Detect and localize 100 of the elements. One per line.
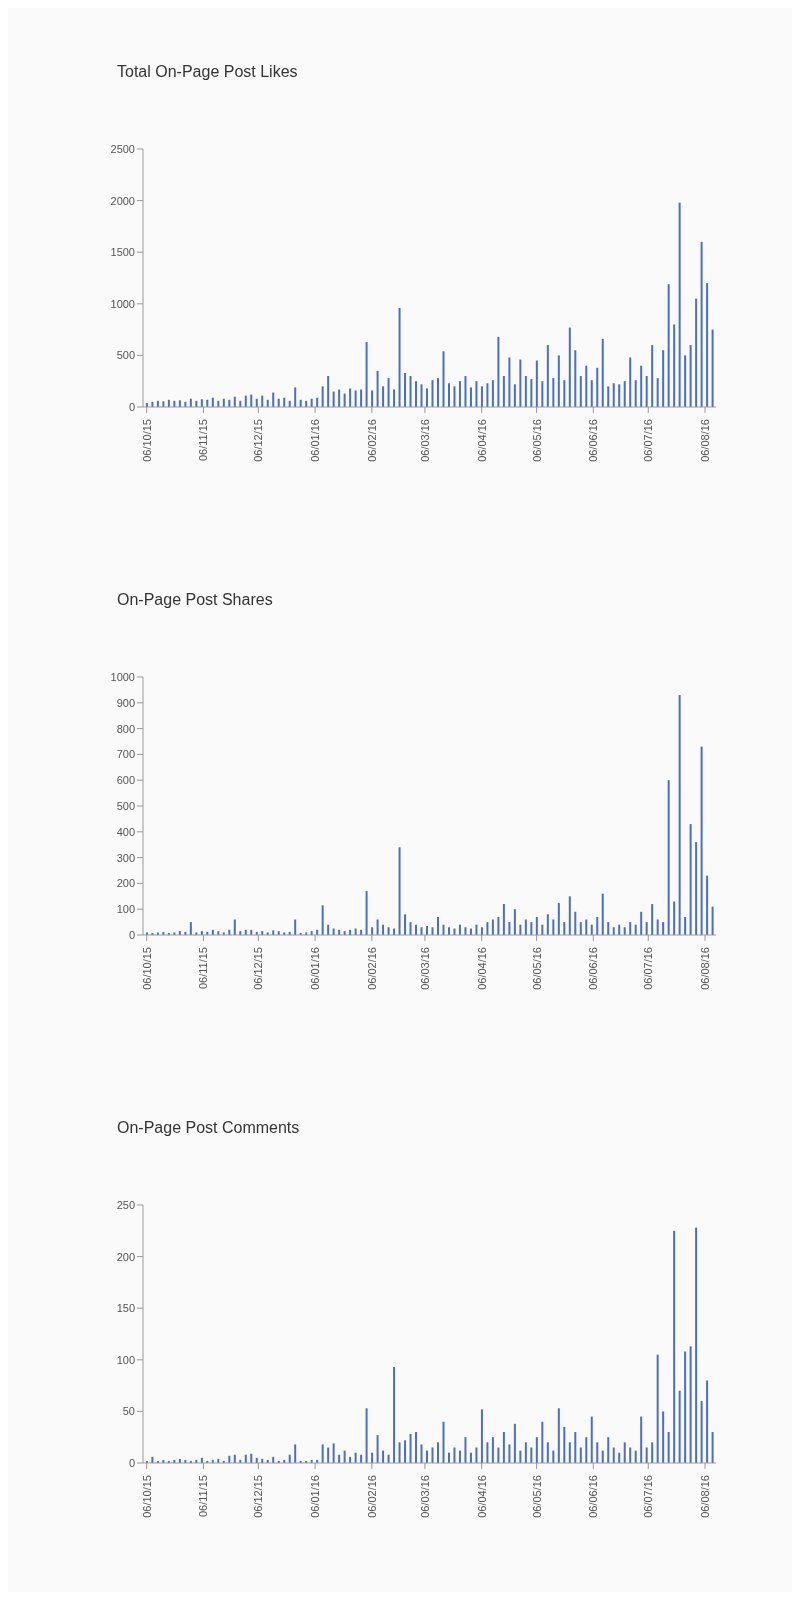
bar bbox=[398, 847, 401, 935]
bar bbox=[233, 919, 236, 935]
bar bbox=[695, 298, 698, 407]
bar bbox=[376, 1435, 379, 1463]
bar bbox=[711, 1432, 714, 1463]
bar bbox=[557, 355, 560, 407]
bar bbox=[607, 922, 610, 935]
bar bbox=[294, 919, 297, 935]
bar bbox=[596, 916, 599, 935]
bar bbox=[706, 283, 709, 407]
bar bbox=[371, 927, 374, 935]
y-tick-label: 200 bbox=[116, 1250, 135, 1263]
x-tick-label: 06/11/15 bbox=[197, 1475, 210, 1518]
bar bbox=[711, 329, 714, 407]
bar bbox=[491, 380, 494, 407]
x-tick-label: 06/07/16 bbox=[642, 419, 655, 462]
bar bbox=[700, 1401, 703, 1463]
bar bbox=[294, 387, 297, 407]
bar bbox=[634, 380, 637, 407]
bar bbox=[530, 922, 533, 935]
bar bbox=[162, 401, 165, 407]
y-tick-label: 500 bbox=[116, 349, 135, 362]
x-tick-label: 06/03/16 bbox=[418, 947, 431, 990]
bar bbox=[612, 383, 615, 407]
x-tick-label: 06/11/15 bbox=[197, 947, 210, 990]
bar bbox=[552, 919, 555, 935]
bar bbox=[327, 376, 330, 407]
bar bbox=[607, 1437, 610, 1463]
bar bbox=[689, 1346, 692, 1463]
bar bbox=[656, 919, 659, 935]
bar bbox=[667, 780, 670, 935]
bar bbox=[200, 399, 203, 407]
y-tick-label: 800 bbox=[116, 722, 135, 735]
bar bbox=[475, 381, 478, 407]
bar bbox=[623, 381, 626, 407]
x-tick-label: 06/11/15 bbox=[197, 419, 210, 462]
bar bbox=[684, 1351, 687, 1463]
bar bbox=[579, 922, 582, 935]
bar bbox=[321, 905, 324, 935]
y-tick-label: 50 bbox=[122, 1405, 135, 1418]
x-tick-label: 06/01/16 bbox=[309, 947, 322, 990]
bar bbox=[393, 389, 396, 407]
bar bbox=[662, 1411, 665, 1463]
bar bbox=[678, 202, 681, 407]
bar bbox=[530, 379, 533, 407]
x-tick-label: 06/08/16 bbox=[699, 419, 712, 462]
bar bbox=[469, 387, 472, 407]
bar bbox=[700, 241, 703, 407]
bar bbox=[524, 376, 527, 407]
bar bbox=[585, 919, 588, 935]
bar bbox=[678, 1390, 681, 1463]
y-tick-label: 700 bbox=[116, 748, 135, 761]
bar bbox=[618, 384, 621, 407]
bar bbox=[667, 1432, 670, 1463]
x-tick-label: 06/08/16 bbox=[699, 1475, 712, 1518]
bar bbox=[612, 927, 615, 935]
bar bbox=[601, 338, 604, 407]
bar bbox=[415, 381, 418, 407]
bar bbox=[563, 1426, 566, 1463]
x-tick-label: 06/12/15 bbox=[252, 1475, 265, 1518]
bar bbox=[431, 380, 434, 407]
bar bbox=[568, 1442, 571, 1463]
bar bbox=[640, 365, 643, 407]
bar bbox=[178, 400, 181, 407]
bar bbox=[447, 383, 450, 407]
bar bbox=[404, 372, 407, 407]
bar bbox=[508, 1444, 511, 1463]
bar bbox=[695, 1227, 698, 1463]
y-tick-label: 1500 bbox=[110, 246, 135, 259]
bar bbox=[436, 1442, 439, 1463]
bar bbox=[332, 391, 335, 407]
bar bbox=[541, 1421, 544, 1463]
x-tick-label: 06/05/16 bbox=[530, 419, 543, 462]
bar bbox=[464, 927, 467, 935]
bar bbox=[497, 1447, 500, 1463]
bar bbox=[700, 746, 703, 935]
x-tick-label: 06/01/16 bbox=[309, 1475, 322, 1518]
bar bbox=[376, 370, 379, 407]
bar bbox=[404, 914, 407, 935]
bar bbox=[656, 378, 659, 407]
bar bbox=[662, 922, 665, 935]
bar bbox=[706, 875, 709, 935]
bar bbox=[189, 922, 192, 935]
bar bbox=[508, 922, 511, 935]
bar bbox=[557, 1408, 560, 1463]
bar bbox=[497, 336, 500, 407]
bar bbox=[272, 392, 275, 407]
bar bbox=[354, 390, 357, 407]
bar bbox=[645, 922, 648, 935]
bar bbox=[365, 1408, 368, 1463]
bar bbox=[541, 381, 544, 407]
x-tick-label: 06/06/16 bbox=[587, 419, 600, 462]
x-tick-label: 06/03/16 bbox=[418, 419, 431, 462]
bar bbox=[623, 927, 626, 935]
bar bbox=[464, 1437, 467, 1463]
bar bbox=[585, 1437, 588, 1463]
x-tick-label: 06/07/16 bbox=[642, 1475, 655, 1518]
bar bbox=[420, 1444, 423, 1463]
x-tick-label: 06/04/16 bbox=[475, 419, 488, 462]
x-tick-label: 06/05/16 bbox=[530, 947, 543, 990]
